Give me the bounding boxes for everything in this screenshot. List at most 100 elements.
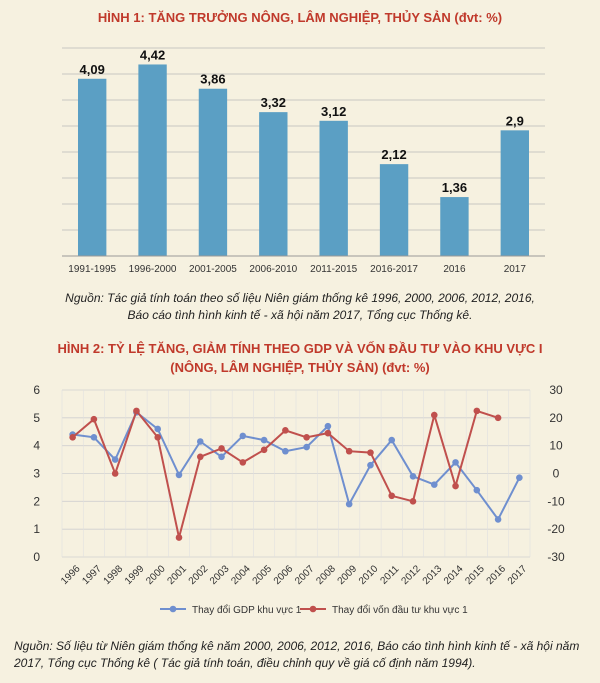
x-tick-label: 1996	[59, 563, 83, 587]
series-1-point	[516, 474, 523, 481]
bar-value-label: 2,9	[506, 113, 524, 128]
x-tick-label: 1998	[102, 563, 126, 587]
x-tick-label: 2000	[144, 563, 168, 587]
x-tick-label: 2017	[506, 563, 530, 587]
bar-value-label: 3,12	[321, 104, 346, 119]
series-1-point	[452, 459, 459, 466]
bar-value-label: 3,86	[200, 72, 225, 87]
chart1-title: HÌNH 1: TĂNG TRƯỞNG NÔNG, LÂM NGHIỆP, TH…	[97, 10, 503, 25]
x-tick-label: 2016	[485, 563, 509, 587]
x-tick-label: 2016	[443, 264, 466, 275]
series-2-point	[494, 414, 502, 422]
x-tick-label: 2011-2015	[310, 264, 358, 275]
legend-marker-1	[169, 605, 177, 613]
y-right-tick-label: 0	[553, 467, 560, 481]
series-1-point	[260, 436, 268, 444]
x-tick-label: 2005	[251, 563, 275, 587]
bar-1991-1995	[77, 78, 107, 256]
y-right-tick-label: 30	[549, 383, 563, 397]
chart1-source-line-2: Báo cáo tình hình kinh tế - xã hội năm 2…	[127, 308, 473, 322]
x-tick-label: 2010	[357, 563, 381, 587]
series-1-point	[430, 481, 438, 488]
series-2-point	[133, 407, 140, 415]
y-left-tick-label: 4	[33, 439, 40, 453]
series-1-point	[282, 447, 289, 455]
legend-marker-2	[309, 605, 317, 613]
series-2-point	[324, 429, 332, 437]
bar-2006-2010	[259, 112, 288, 256]
y-right-tick-label: -20	[547, 522, 565, 536]
bar-2016	[440, 197, 469, 256]
series-2-point	[90, 415, 98, 423]
series-2-point	[452, 482, 459, 490]
series-2-point	[367, 449, 374, 456]
series-2-point	[388, 492, 396, 500]
series-1-point	[90, 434, 98, 441]
x-tick-label: 2001	[165, 563, 189, 587]
series-2-point	[345, 447, 353, 455]
x-tick-label: 2008	[314, 563, 338, 587]
x-tick-label: 2012	[399, 563, 423, 587]
series-1-point	[367, 461, 374, 469]
y-right-tick-label: -10	[547, 494, 565, 508]
series-1-point	[111, 456, 119, 463]
x-tick-label: 2016-2017	[370, 264, 418, 275]
chart2-source: Nguồn: Số liệu từ Niên giám thống kê năm…	[14, 639, 580, 670]
x-tick-label: 2004	[229, 563, 253, 587]
y-left-tick-label: 1	[33, 522, 40, 536]
series-2-point	[154, 434, 162, 441]
y-left-tick-label: 6	[33, 383, 40, 397]
series-1-point	[175, 471, 183, 479]
bar-1996-2000	[138, 64, 167, 256]
bar-value-label: 2,12	[381, 147, 406, 162]
x-tick-label: 2009	[336, 563, 360, 587]
series-1-point	[303, 443, 310, 451]
bar-value-label: 1,36	[442, 180, 467, 195]
series-2-point	[175, 534, 183, 541]
x-tick-label: 1991-1995	[68, 264, 116, 275]
series-2-point	[260, 446, 268, 454]
series-2-point	[69, 434, 76, 441]
bar-2001-2005	[198, 88, 228, 256]
series-1-point	[324, 422, 332, 430]
series-1-point	[409, 472, 417, 480]
series-2-point	[430, 411, 438, 419]
series-2-point	[196, 453, 204, 461]
x-tick-label: 1996-2000	[129, 264, 177, 275]
bar-chart: 4,09 1991-1995 4,42 1996-2000 3,86 2001-2005 3…	[62, 47, 545, 275]
series-1-point	[218, 453, 225, 461]
bar-2016-2017	[379, 164, 409, 256]
y-left-tick-label: 2	[33, 494, 40, 508]
x-tick-label: 2007	[293, 563, 317, 587]
y-right-tick-label: 20	[549, 411, 563, 425]
series-1-point	[345, 500, 353, 508]
chart2-title-line-2: (NÔNG, LÂM NGHIỆP, THỦY SẢN) (đvt: %)	[170, 360, 430, 375]
y-left-tick-label: 3	[33, 467, 40, 481]
series-2-point	[473, 407, 481, 415]
x-tick-label: 2014	[442, 563, 466, 587]
bar-2017	[500, 130, 530, 256]
chart2-title-line-1: HÌNH 2: TỶ LỆ TĂNG, GIẢM TÍNH THEO GDP V…	[57, 341, 543, 356]
bar-2011-2015	[319, 120, 348, 256]
chart1-source-line-1: Nguồn: Tác giả tính toán theo số liệu Ni…	[65, 291, 535, 305]
bar-value-label: 4,09	[80, 62, 105, 77]
y-right-tick-label: 10	[549, 439, 563, 453]
series-1-point	[494, 516, 502, 523]
x-tick-label: 1999	[123, 563, 147, 587]
series-1-point	[239, 432, 247, 440]
x-tick-label: 2017	[504, 264, 527, 275]
x-tick-label: 2011	[378, 563, 401, 586]
x-tick-label: 2006	[272, 563, 296, 587]
x-tick-label: 2003	[208, 563, 232, 587]
legend-label-2: Thay đổi vốn đầu tư khu vực 1	[332, 604, 468, 616]
y-left-tick-label: 0	[33, 550, 40, 564]
x-tick-label: 1997	[80, 563, 104, 587]
series-1-point	[196, 438, 204, 445]
bar-value-label: 4,42	[140, 47, 165, 62]
y-left-tick-label: 5	[33, 411, 40, 425]
legend-label-1: Thay đổi GDP khu vực 1	[192, 604, 302, 616]
series-1-point	[388, 436, 396, 444]
x-tick-label: 2006-2010	[249, 264, 297, 275]
series-2-point	[409, 498, 417, 505]
